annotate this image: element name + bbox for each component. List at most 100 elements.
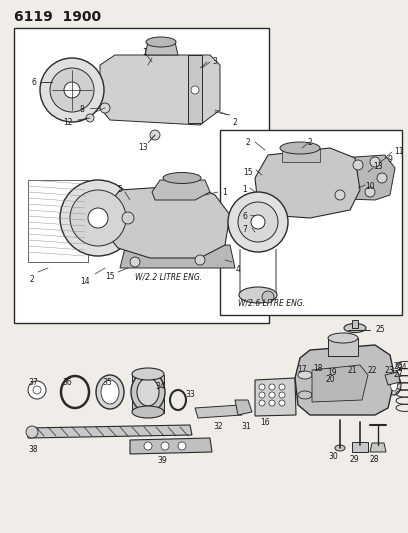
Circle shape xyxy=(64,82,80,98)
Ellipse shape xyxy=(132,368,164,380)
Circle shape xyxy=(100,103,110,113)
Text: 9: 9 xyxy=(388,155,392,164)
Circle shape xyxy=(144,442,152,450)
Ellipse shape xyxy=(137,378,159,406)
Polygon shape xyxy=(145,42,178,55)
Ellipse shape xyxy=(331,375,345,395)
Bar xyxy=(14,28,269,323)
Text: 13: 13 xyxy=(373,162,383,171)
Ellipse shape xyxy=(312,369,328,379)
Text: 5: 5 xyxy=(118,185,122,194)
Text: 3: 3 xyxy=(213,57,217,66)
Text: 27: 27 xyxy=(393,370,403,379)
Text: 16: 16 xyxy=(260,418,270,427)
Text: 12: 12 xyxy=(63,118,73,127)
Circle shape xyxy=(251,215,265,229)
Circle shape xyxy=(259,384,265,390)
Polygon shape xyxy=(152,180,210,200)
Ellipse shape xyxy=(335,380,341,390)
Circle shape xyxy=(178,442,186,450)
Circle shape xyxy=(279,392,285,398)
Polygon shape xyxy=(255,148,360,218)
Polygon shape xyxy=(385,372,400,385)
Text: 31: 31 xyxy=(241,422,251,431)
Text: 30: 30 xyxy=(328,452,338,461)
Bar xyxy=(28,180,88,262)
Text: 18: 18 xyxy=(313,364,323,373)
Text: 14: 14 xyxy=(80,277,90,286)
Polygon shape xyxy=(352,442,368,452)
Text: 36: 36 xyxy=(62,378,72,387)
Bar xyxy=(282,148,320,162)
Circle shape xyxy=(150,130,160,140)
Circle shape xyxy=(191,86,199,94)
Text: 10: 10 xyxy=(365,182,375,191)
Text: 33: 33 xyxy=(185,390,195,399)
Polygon shape xyxy=(255,378,296,416)
Bar xyxy=(328,338,358,356)
Circle shape xyxy=(259,392,265,398)
Circle shape xyxy=(86,114,94,122)
Polygon shape xyxy=(100,88,200,115)
Circle shape xyxy=(195,255,205,265)
Circle shape xyxy=(28,381,46,399)
Ellipse shape xyxy=(352,376,364,394)
Text: 11: 11 xyxy=(394,147,404,156)
Circle shape xyxy=(228,192,288,252)
Text: 7: 7 xyxy=(243,225,247,234)
Circle shape xyxy=(122,212,134,224)
Ellipse shape xyxy=(298,371,312,379)
Text: 35: 35 xyxy=(102,378,112,387)
Polygon shape xyxy=(305,155,395,200)
Text: 2: 2 xyxy=(233,118,237,127)
Bar xyxy=(352,320,358,328)
Polygon shape xyxy=(295,345,395,415)
Text: 6: 6 xyxy=(243,212,247,221)
Text: 39: 39 xyxy=(157,456,167,465)
Circle shape xyxy=(50,68,94,112)
Circle shape xyxy=(70,190,126,246)
Bar xyxy=(298,375,312,395)
Bar xyxy=(132,375,164,413)
Polygon shape xyxy=(100,55,220,125)
Circle shape xyxy=(353,160,363,170)
Ellipse shape xyxy=(131,372,165,412)
Text: 20: 20 xyxy=(325,375,335,384)
Circle shape xyxy=(60,180,136,256)
Circle shape xyxy=(130,257,140,267)
Text: 29: 29 xyxy=(349,455,359,464)
Circle shape xyxy=(370,157,380,167)
Circle shape xyxy=(377,173,387,183)
Ellipse shape xyxy=(146,37,176,47)
Polygon shape xyxy=(105,185,230,258)
Circle shape xyxy=(279,400,285,406)
Ellipse shape xyxy=(387,375,401,395)
Text: 37: 37 xyxy=(28,378,38,387)
Text: 28: 28 xyxy=(369,455,379,464)
Text: 4: 4 xyxy=(235,265,240,274)
Text: 15: 15 xyxy=(243,168,253,177)
Text: 19: 19 xyxy=(327,368,337,377)
Text: 34: 34 xyxy=(155,382,165,391)
Text: 6119  1900: 6119 1900 xyxy=(14,10,101,24)
Ellipse shape xyxy=(298,391,312,399)
Circle shape xyxy=(26,426,38,438)
Circle shape xyxy=(88,208,108,228)
Text: 2: 2 xyxy=(246,138,251,147)
Polygon shape xyxy=(235,400,252,415)
Circle shape xyxy=(335,190,345,200)
Bar xyxy=(220,130,402,315)
Circle shape xyxy=(161,442,169,450)
Text: 2: 2 xyxy=(30,275,34,284)
Bar xyxy=(312,374,328,396)
Ellipse shape xyxy=(298,366,312,384)
Circle shape xyxy=(269,400,275,406)
Polygon shape xyxy=(370,443,386,452)
Ellipse shape xyxy=(328,333,358,343)
Ellipse shape xyxy=(96,375,124,409)
Text: 23: 23 xyxy=(384,366,394,375)
Circle shape xyxy=(269,384,275,390)
Text: 38: 38 xyxy=(28,445,38,454)
Text: 26: 26 xyxy=(393,362,403,371)
Text: 2: 2 xyxy=(308,138,313,147)
